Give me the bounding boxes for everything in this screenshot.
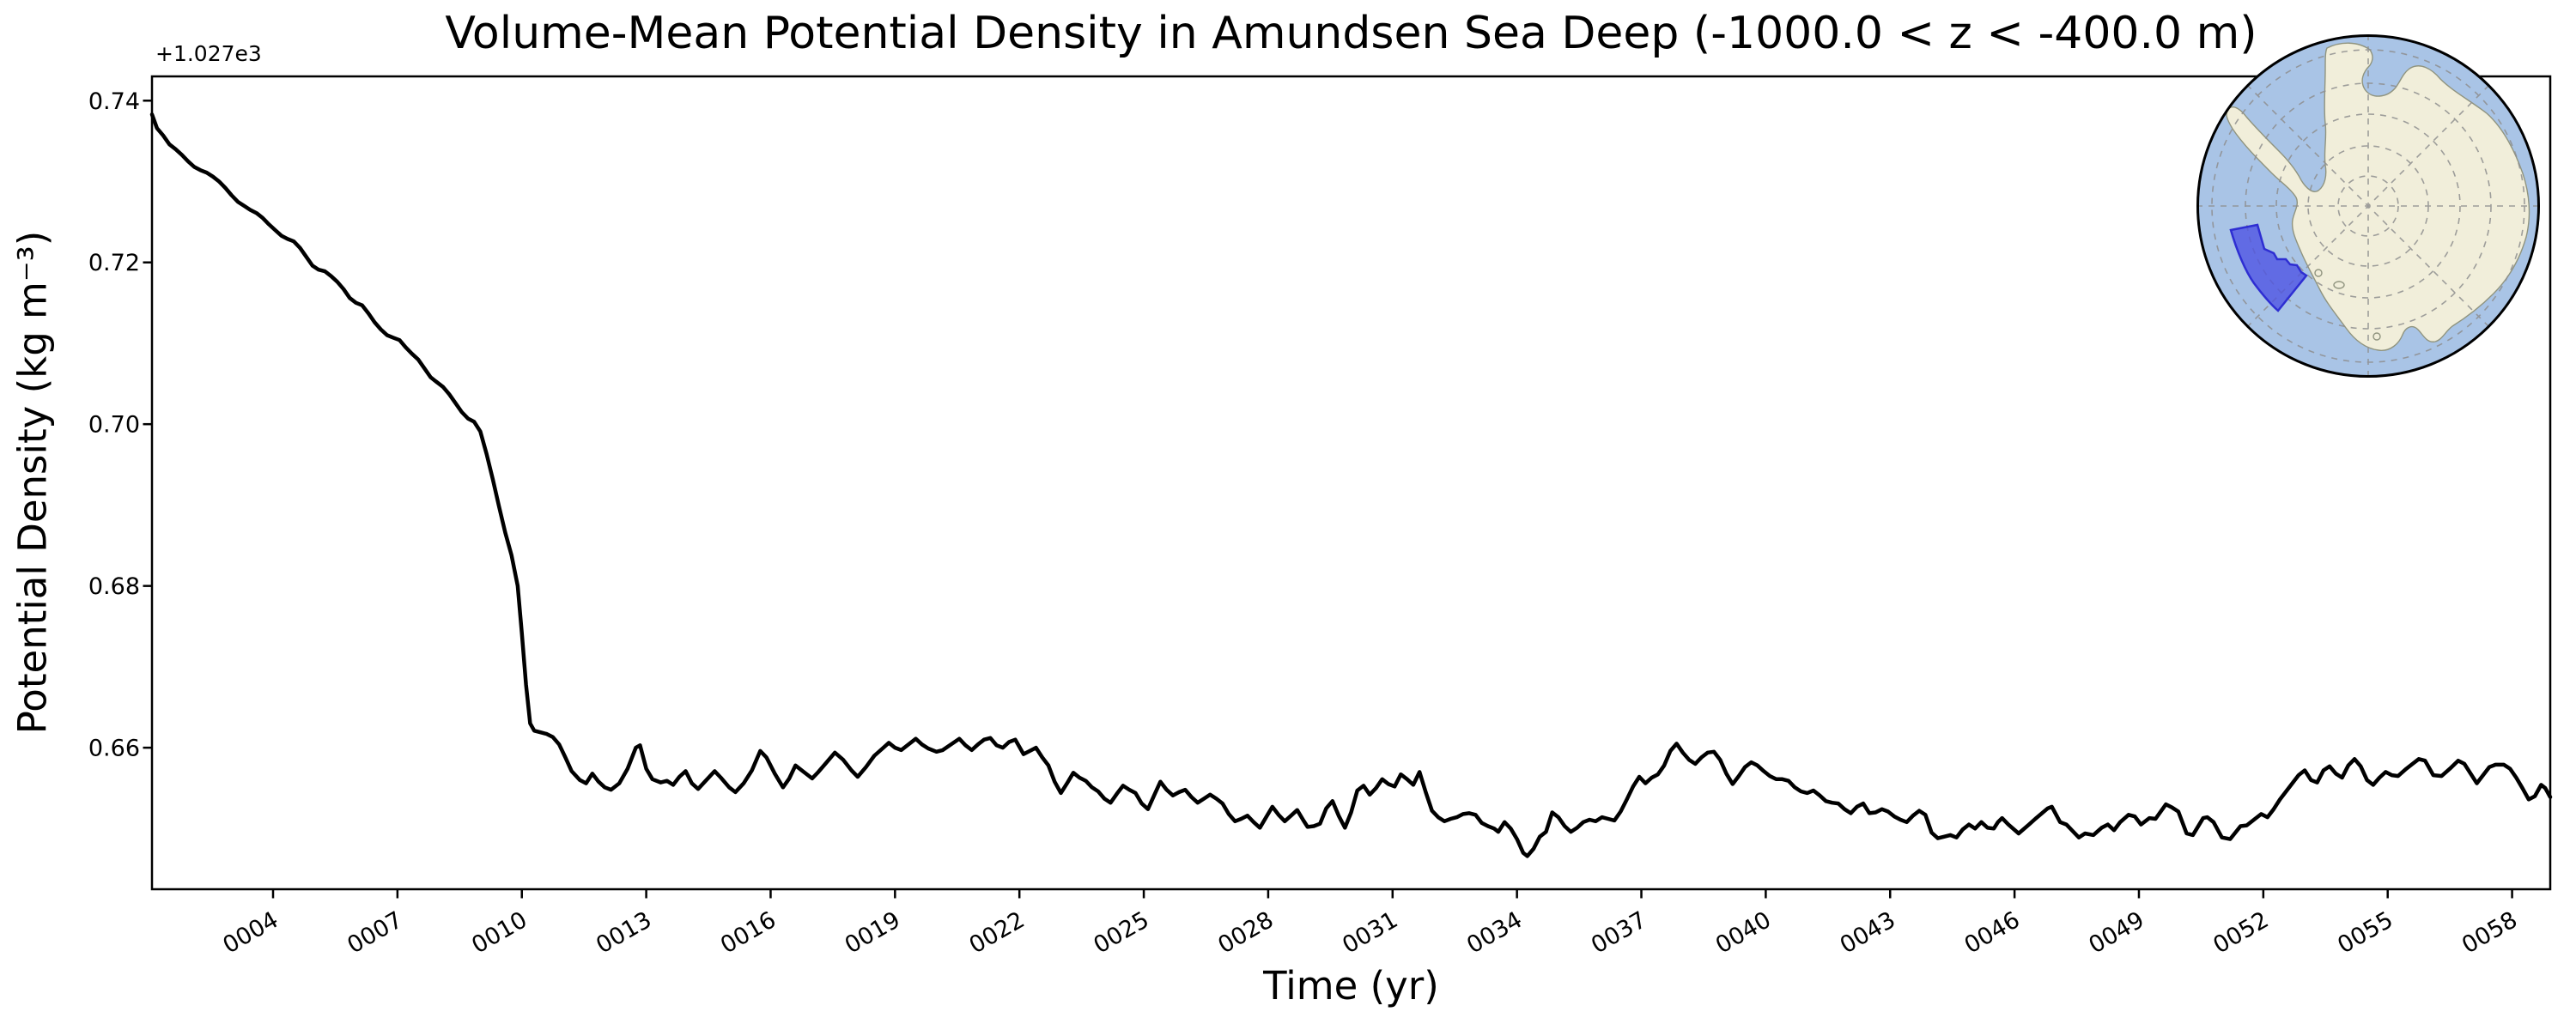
offshore-islands xyxy=(2314,269,2381,341)
x-tick-label: 0028 xyxy=(1213,906,1278,959)
y-axis-offset-label: +1.027e3 xyxy=(155,41,262,66)
x-tick-label: 0031 xyxy=(1338,906,1402,959)
y-tick-label: 0.70 xyxy=(88,412,140,439)
x-tick-label: 0013 xyxy=(592,906,656,959)
y-tick-label: 0.74 xyxy=(88,88,140,115)
x-tick-label: 0052 xyxy=(2208,906,2273,959)
x-tick-label: 0037 xyxy=(1587,906,1651,959)
y-tick-label: 0.72 xyxy=(88,250,140,276)
y-axis-ticks xyxy=(143,100,152,749)
x-tick-label: 0007 xyxy=(343,906,407,959)
map-boundary-circle xyxy=(2196,34,2540,378)
x-tick-label: 0025 xyxy=(1090,906,1154,959)
y-axis-tick-labels: 0.66 0.68 0.70 0.72 0.74 xyxy=(88,88,140,762)
chart-title: Volume-Mean Potential Density in Amundse… xyxy=(445,8,2257,59)
y-tick-label: 0.68 xyxy=(88,573,140,600)
x-tick-label: 0046 xyxy=(1960,906,2025,959)
amundsen-sea-region-highlight xyxy=(2229,223,2308,312)
x-tick-label: 0019 xyxy=(841,906,905,959)
y-tick-label: 0.66 xyxy=(88,736,140,762)
axes-frame xyxy=(150,75,2552,891)
x-tick-label: 0034 xyxy=(1462,906,1527,959)
density-timeseries-line xyxy=(149,112,2553,858)
x-tick-label: 0016 xyxy=(716,906,781,959)
x-axis-tick-labels: 0004 0007 0010 0013 0016 0019 0022 0025 0028 0031… xyxy=(218,906,2522,959)
x-tick-label: 0058 xyxy=(2458,906,2522,959)
x-tick-label: 0040 xyxy=(1711,906,1776,959)
x-tick-label: 0049 xyxy=(2084,906,2148,959)
antarctica-inset-map xyxy=(2196,34,2540,378)
x-tick-label: 0022 xyxy=(965,906,1030,959)
x-axis-ticks xyxy=(271,889,2513,899)
x-tick-label: 0004 xyxy=(218,906,283,959)
x-axis-label: Time (yr) xyxy=(1263,963,1439,1009)
x-tick-label: 0043 xyxy=(1836,906,1900,959)
graticule-gridlines xyxy=(2196,34,2540,378)
x-tick-label: 0010 xyxy=(467,906,532,959)
x-tick-label: 0055 xyxy=(2333,906,2397,959)
